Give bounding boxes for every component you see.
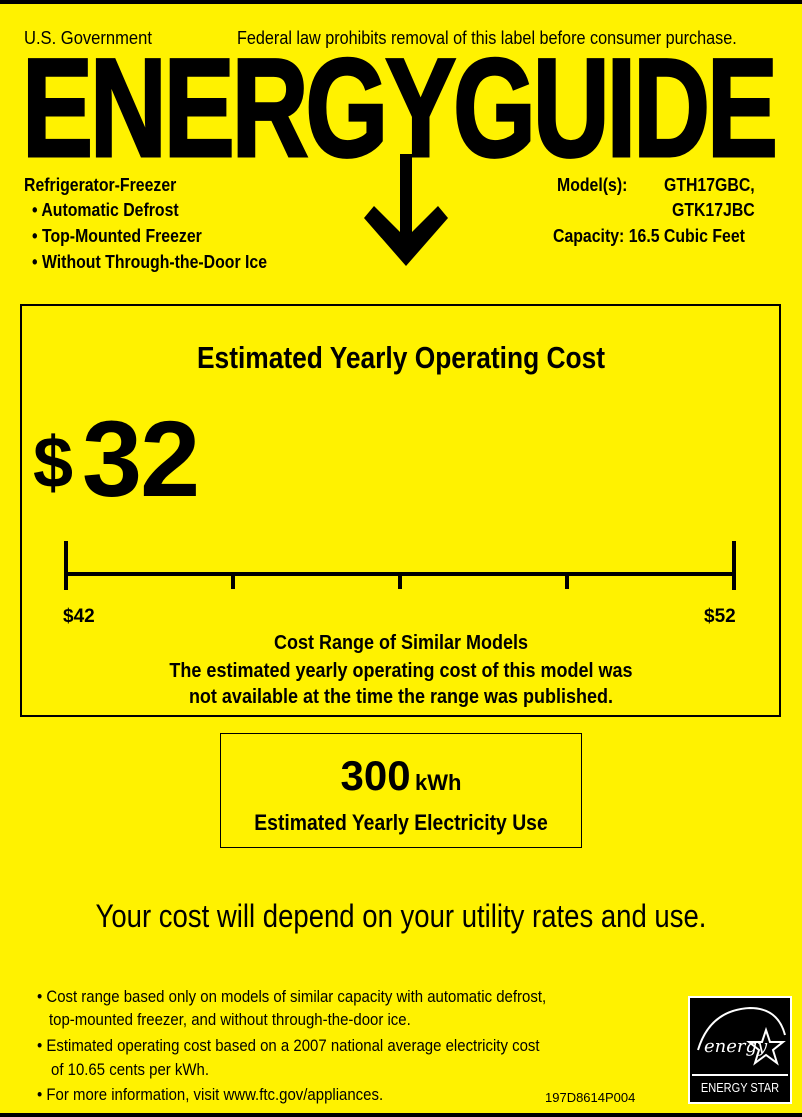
us-government: U.S. Government [24,28,152,48]
arrow-down-icon [364,154,448,266]
product-type: Refrigerator-Freezer [24,175,177,195]
cost-range-scale [64,541,736,590]
cost-value: 32 [82,398,200,519]
label-code: 197D8614P004 [545,1090,636,1105]
kwh-value: 300 [340,752,411,799]
kwh-unit: kWh [415,770,462,795]
cost-title: Estimated Yearly Operating Cost [196,340,606,375]
range-min: $42 [63,606,95,627]
bottom-border [0,1113,802,1117]
currency-sign: $ [33,423,74,503]
disclaimer: Your cost will depend on your utility ra… [95,898,707,934]
feature-2: • Top-Mounted Freezer [32,226,202,246]
model-1: GTH17GBC, [664,175,755,195]
footnote-1-line-2: top-mounted freezer, and without through… [49,1010,411,1029]
energy-star-text: ENERGY STAR [700,1080,780,1095]
energyguide-logo: ENERGYGUIDE [21,29,779,186]
operating-cost-box [20,304,781,717]
model-2: GTK17JBC [672,200,755,220]
range-max: $52 [704,606,736,627]
range-note-2: not available at the time the range was … [188,686,614,708]
models-label: Model(s): [557,175,628,195]
electricity-value-line: 300 kWh [0,752,802,800]
footnote-3: • For more information, visit www.ftc.go… [37,1085,384,1104]
feature-3: • Without Through-the-Door Ice [32,252,268,272]
federal-law-notice: Federal law prohibits removal of this la… [237,28,737,48]
range-note-1: The estimated yearly operating cost of t… [169,660,633,682]
range-title: Cost Range of Similar Models [273,632,529,654]
capacity: Capacity: 16.5 Cubic Feet [553,226,745,246]
energy-star-icon: energy [697,1006,786,1066]
energy-star-logo: energy ENERGY STAR [688,996,792,1104]
footnote-2-line-1: • Estimated operating cost based on a 20… [37,1036,540,1055]
electricity-box [220,733,582,848]
electricity-label: Estimated Yearly Electricity Use [254,810,548,835]
footnote-1-line-1: • Cost range based only on models of sim… [37,987,547,1006]
footnote-2-line-2: of 10.65 cents per kWh. [51,1060,210,1079]
feature-1: • Automatic Defrost [32,200,179,220]
